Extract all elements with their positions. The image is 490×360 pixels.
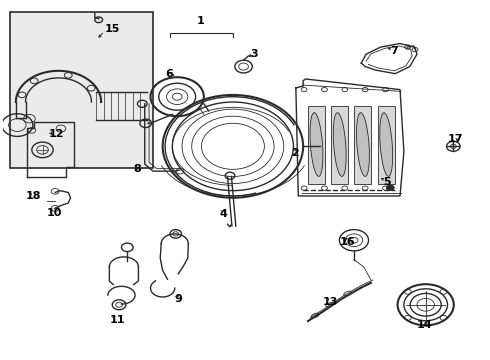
Text: 5: 5: [383, 177, 391, 187]
Text: 4: 4: [220, 209, 228, 219]
Text: 13: 13: [322, 297, 338, 307]
Ellipse shape: [333, 113, 346, 176]
Bar: [308, 105, 325, 184]
Text: 2: 2: [291, 148, 299, 158]
Text: 11: 11: [109, 315, 125, 325]
Text: 10: 10: [47, 208, 62, 217]
Text: 9: 9: [175, 294, 183, 304]
Circle shape: [387, 185, 394, 191]
Text: 15: 15: [104, 24, 120, 34]
Text: 18: 18: [26, 191, 42, 201]
Ellipse shape: [380, 113, 392, 176]
Text: 6: 6: [165, 69, 173, 79]
Bar: [378, 105, 394, 184]
Bar: [354, 105, 371, 184]
Bar: [331, 105, 348, 184]
Text: 12: 12: [49, 129, 64, 139]
Text: 16: 16: [340, 237, 355, 247]
Text: 1: 1: [196, 16, 204, 26]
Text: 7: 7: [391, 46, 398, 56]
Text: 17: 17: [448, 134, 464, 144]
Bar: [10, 12, 153, 168]
Ellipse shape: [357, 113, 369, 176]
Text: 3: 3: [250, 49, 257, 59]
Text: 14: 14: [416, 320, 432, 330]
Ellipse shape: [310, 113, 323, 176]
Text: 8: 8: [134, 165, 141, 174]
